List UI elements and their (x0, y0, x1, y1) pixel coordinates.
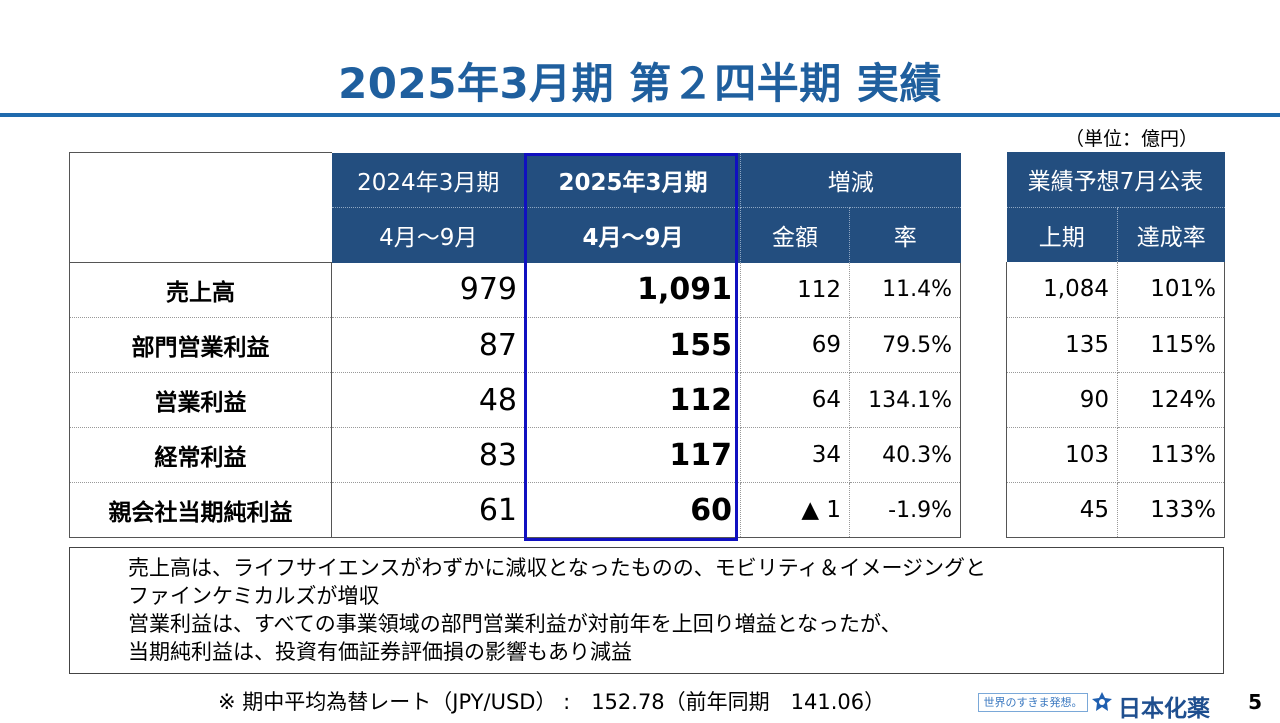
forecast-achievement: 113% (1117, 427, 1225, 483)
forecast-first-half: 135 (1006, 317, 1118, 373)
curr-value: 1,091 (525, 262, 741, 318)
change-amount: 69 (740, 317, 850, 373)
row-label: 部門営業利益 (69, 317, 332, 373)
curr-value: 155 (525, 317, 741, 373)
forecast-first-half: 90 (1006, 372, 1118, 428)
curr-value: 60 (525, 482, 741, 538)
prev-value: 979 (331, 262, 526, 318)
page-number: 5 (1248, 690, 1262, 714)
table-row: 90 124% (1006, 372, 1225, 428)
table-row: 135 115% (1006, 317, 1225, 373)
table-row: 45 133% (1006, 482, 1225, 538)
col-amount: 金額 (740, 207, 850, 263)
table-row: 売上高 979 1,091 112 11.4% (69, 262, 961, 318)
prev-value: 87 (331, 317, 526, 373)
col-curr-year: 2025年3月期 (525, 152, 741, 208)
commentary-line: 営業利益は、すべての事業領域の部門営業利益が対前年を上回り増益となったが、 (128, 612, 902, 636)
page-title: 2025年3月期 第２四半期 実績 (338, 59, 942, 108)
curr-value: 112 (525, 372, 741, 428)
unit-label: （単位：億円） (1064, 128, 1198, 150)
forecast-table: 業績予想7月公表 上期 達成率 1,084 101% 135 115% 90 1… (1006, 152, 1225, 538)
forecast-first-half: 103 (1006, 427, 1118, 483)
curr-value: 117 (525, 427, 741, 483)
change-rate: 79.5% (849, 317, 961, 373)
change-rate: 11.4% (849, 262, 961, 318)
company-logo-icon (1091, 691, 1113, 713)
prev-value: 61 (331, 482, 526, 538)
col-rate: 率 (849, 207, 961, 263)
table-row: 親会社当期純利益 61 60 ▲ 1 -1.9% (69, 482, 961, 538)
commentary-line: 売上高は、ライフサイエンスがわずかに減収となったものの、モビリティ＆イメージング… (128, 556, 987, 580)
forecast-achievement: 124% (1117, 372, 1225, 428)
col-achievement: 達成率 (1117, 207, 1225, 262)
title-divider (0, 113, 1280, 117)
forecast-achievement: 115% (1117, 317, 1225, 373)
fx-rate-note: ※ 期中平均為替レート（JPY/USD） : 152.78（前年同期 141.0… (218, 690, 886, 714)
slogan-badge: 世界のすきま発想。 (978, 693, 1088, 712)
col-prev-year: 2024年3月期 (331, 152, 526, 208)
col-first-half: 上期 (1006, 207, 1118, 262)
forecast-achievement: 133% (1117, 482, 1225, 538)
company-name: 日本化薬 (1118, 696, 1210, 722)
change-amount: 112 (740, 262, 850, 318)
row-label: 経常利益 (69, 427, 332, 483)
col-curr-period: 4月～9月 (525, 207, 741, 263)
forecast-achievement: 101% (1117, 262, 1225, 318)
row-label: 営業利益 (69, 372, 332, 428)
table-row: 103 113% (1006, 427, 1225, 483)
change-rate: 134.1% (849, 372, 961, 428)
row-label: 親会社当期純利益 (69, 482, 332, 538)
forecast-first-half: 1,084 (1006, 262, 1118, 318)
change-rate: -1.9% (849, 482, 961, 538)
row-label: 売上高 (69, 262, 332, 318)
results-table: 2024年3月期 2025年3月期 増減 4月～9月 4月～9月 金額 率 売上… (69, 152, 961, 538)
table-row: 営業利益 48 112 64 134.1% (69, 372, 961, 428)
change-amount: ▲ 1 (740, 482, 850, 538)
prev-value: 48 (331, 372, 526, 428)
commentary-line: 当期純利益は、投資有価証券評価損の影響もあり減益 (128, 640, 632, 664)
corner-cell (69, 152, 332, 263)
col-change: 増減 (740, 152, 961, 208)
table-row: 部門営業利益 87 155 69 79.5% (69, 317, 961, 373)
change-rate: 40.3% (849, 427, 961, 483)
commentary-line: ファインケミカルズが増収 (128, 584, 380, 608)
change-amount: 34 (740, 427, 850, 483)
commentary-box: 売上高は、ライフサイエンスがわずかに減収となったものの、モビリティ＆イメージング… (69, 547, 1224, 674)
change-amount: 64 (740, 372, 850, 428)
forecast-header: 業績予想7月公表 (1006, 152, 1225, 208)
col-prev-period: 4月～9月 (331, 207, 526, 263)
table-row: 経常利益 83 117 34 40.3% (69, 427, 961, 483)
table-row: 1,084 101% (1006, 262, 1225, 318)
forecast-first-half: 45 (1006, 482, 1118, 538)
prev-value: 83 (331, 427, 526, 483)
